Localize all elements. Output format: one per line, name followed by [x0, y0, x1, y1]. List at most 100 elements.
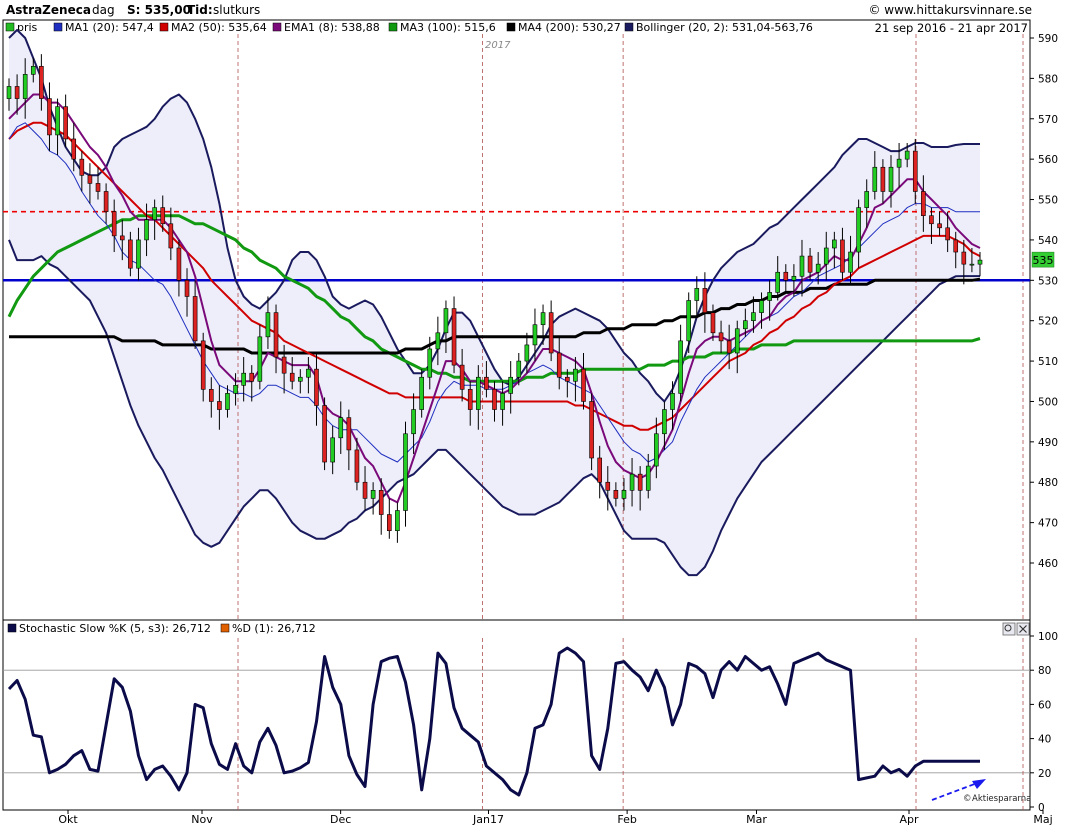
candle [864, 179, 870, 228]
candle [613, 482, 619, 507]
candle [152, 199, 157, 240]
candle-body-down [200, 340, 206, 390]
candle-body-up [759, 300, 764, 313]
candle [670, 381, 675, 430]
candle [111, 199, 117, 253]
candle-body-up [443, 308, 449, 334]
candle [645, 453, 651, 499]
candle [281, 344, 287, 394]
candle [354, 437, 360, 491]
legend-label: Stochastic Slow %K (5, s3): 26,712 [19, 622, 211, 635]
candle [823, 231, 829, 281]
candle-body-down [718, 332, 724, 342]
candle [119, 219, 125, 261]
candle-body-down [208, 389, 214, 402]
legend-swatch [159, 22, 169, 32]
candle [47, 82, 52, 152]
candle-body-down [613, 490, 619, 499]
candle-body-down [39, 65, 44, 99]
legend-swatch [5, 22, 15, 32]
zoom-button[interactable] [1002, 622, 1016, 636]
candle-body-down [14, 86, 20, 99]
candle [306, 357, 311, 394]
candle [168, 207, 174, 261]
x-tick-label: Mar [746, 813, 767, 826]
candle [217, 385, 222, 430]
candle [370, 482, 376, 515]
candle [726, 324, 732, 370]
candle-body-down [581, 368, 586, 402]
legend-swatch [53, 22, 63, 32]
candle-body-down [71, 138, 77, 160]
candle [718, 320, 724, 353]
candle-body-up [791, 275, 797, 281]
candle-body-down [217, 401, 222, 410]
candle [87, 163, 93, 204]
x-tick-label: Apr [899, 813, 919, 826]
date-range-label: 21 sep 2016 - 21 apr 2017 [875, 21, 1028, 35]
candle [63, 94, 68, 148]
header-period: dag [92, 3, 115, 17]
candle [297, 369, 303, 394]
candle-body-down [354, 449, 360, 483]
header-type-value: slutkurs [213, 3, 260, 17]
candle-body-up [297, 376, 303, 382]
candle [192, 280, 198, 349]
candle [775, 256, 781, 301]
candle [637, 466, 643, 511]
legend-label: MA4 (200): 530,27 [518, 21, 621, 34]
candle [856, 199, 861, 269]
header-close: S: 535,00 [127, 3, 191, 17]
candle [233, 373, 238, 406]
candle [629, 458, 635, 507]
candle-body-down [119, 235, 125, 241]
candle [872, 151, 878, 200]
candle-body-up [403, 433, 408, 511]
candle-body-up [540, 312, 546, 326]
candle [945, 211, 950, 253]
candle-body-down [87, 175, 93, 184]
header-symbol: AstraZeneca [6, 3, 91, 17]
legend-item-1: MA1 (20): 547,4 [53, 21, 154, 34]
candle [443, 300, 449, 353]
candle-body-up [427, 348, 433, 378]
legend-swatch [506, 22, 516, 32]
candle-body-down [597, 457, 602, 483]
candle [6, 78, 12, 111]
close-panel-button[interactable] [1016, 622, 1030, 636]
candle-body-up [508, 376, 513, 394]
candle [387, 498, 392, 539]
candle-body-up [629, 473, 635, 491]
candle [524, 332, 530, 374]
copyright-symbol-icon: © [963, 794, 972, 804]
y-tick-label: 510 [1038, 356, 1058, 368]
bollinger-lower-line [8, 239, 980, 577]
candle-body-up [265, 312, 271, 338]
candle [508, 361, 513, 414]
y-tick-label: 550 [1038, 195, 1058, 207]
candle [791, 264, 797, 297]
candle [840, 227, 845, 281]
candle-body-down [912, 150, 918, 192]
legend-label: pris [17, 21, 38, 34]
candle [904, 143, 910, 168]
candle [160, 195, 166, 232]
candle [573, 357, 578, 402]
candle [597, 445, 602, 499]
candle [556, 336, 562, 390]
legend-swatch [624, 22, 634, 32]
y-tick-label: 500 [1038, 396, 1058, 408]
candle-body-down [79, 158, 85, 176]
candle-body-down [281, 356, 287, 374]
legend-label: Bollinger (20, 2): 531,04-563,76 [636, 21, 813, 34]
candle-body-down [807, 255, 813, 273]
candle-body-up [832, 239, 837, 249]
candle-body-up [621, 490, 627, 499]
stochastic-legend: Stochastic Slow %K (5, s3): 26,712 %D (1)… [7, 622, 316, 635]
candle [427, 336, 433, 390]
candle [540, 304, 546, 345]
candle-body-up [848, 251, 853, 273]
candle [548, 300, 554, 362]
